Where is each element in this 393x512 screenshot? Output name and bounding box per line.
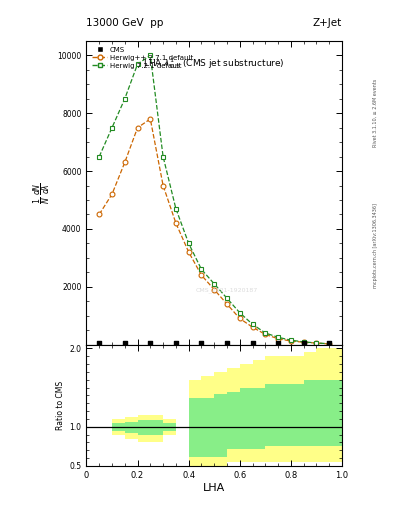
Herwig++ 2.7.1 default: [186, 249, 191, 255]
Text: Z+Jet: Z+Jet: [313, 18, 342, 28]
Herwig 7.2.1 default: [327, 340, 332, 347]
CMS: [96, 339, 102, 347]
CMS: [147, 339, 153, 347]
Herwig 7.2.1 default: [276, 334, 281, 340]
Herwig++ 2.7.1 default: [161, 182, 165, 188]
Herwig++ 2.7.1 default: [97, 211, 101, 218]
Herwig 7.2.1 default: [199, 266, 204, 272]
CMS: [326, 339, 332, 347]
Herwig 7.2.1 default: [250, 321, 255, 327]
Herwig++ 2.7.1 default: [199, 272, 204, 278]
Herwig++ 2.7.1 default: [237, 315, 242, 322]
Herwig++ 2.7.1 default: [263, 331, 268, 337]
CMS: [173, 339, 179, 347]
Text: mcplots.cern.ch [arXiv:1306.3436]: mcplots.cern.ch [arXiv:1306.3436]: [373, 203, 378, 288]
Herwig 7.2.1 default: [97, 154, 101, 160]
Herwig 7.2.1 default: [212, 281, 217, 287]
Herwig++ 2.7.1 default: [276, 336, 281, 342]
Text: 13000 GeV  pp: 13000 GeV pp: [86, 18, 164, 28]
Herwig++ 2.7.1 default: [123, 159, 127, 165]
Text: Rivet 3.1.10, ≥ 2.6M events: Rivet 3.1.10, ≥ 2.6M events: [373, 78, 378, 147]
CMS: [275, 339, 281, 347]
Herwig++ 2.7.1 default: [301, 339, 306, 345]
Herwig++ 2.7.1 default: [148, 116, 152, 122]
Herwig 7.2.1 default: [314, 340, 319, 346]
Herwig 7.2.1 default: [263, 330, 268, 336]
Y-axis label: Ratio to CMS: Ratio to CMS: [56, 380, 65, 430]
Herwig++ 2.7.1 default: [135, 124, 140, 131]
Herwig++ 2.7.1 default: [288, 338, 293, 344]
Herwig 7.2.1 default: [301, 339, 306, 345]
Herwig++ 2.7.1 default: [212, 287, 217, 293]
Herwig++ 2.7.1 default: [174, 220, 178, 226]
Herwig++ 2.7.1 default: [110, 191, 114, 197]
Herwig 7.2.1 default: [161, 154, 165, 160]
Herwig 7.2.1 default: [288, 337, 293, 343]
Text: CMS_2021-1920187: CMS_2021-1920187: [196, 287, 258, 293]
Line: Herwig 7.2.1 default: Herwig 7.2.1 default: [97, 53, 332, 346]
Herwig++ 2.7.1 default: [225, 301, 230, 307]
X-axis label: LHA: LHA: [203, 482, 225, 493]
Herwig 7.2.1 default: [225, 295, 230, 302]
Y-axis label: $\frac{1}{N}\,\frac{dN}{d\lambda}$: $\frac{1}{N}\,\frac{dN}{d\lambda}$: [32, 182, 53, 204]
CMS: [122, 339, 128, 347]
Herwig++ 2.7.1 default: [250, 324, 255, 330]
Herwig++ 2.7.1 default: [314, 340, 319, 346]
Herwig 7.2.1 default: [110, 124, 114, 131]
Herwig 7.2.1 default: [135, 61, 140, 67]
Legend: CMS, Herwig++ 2.7.1 default, Herwig 7.2.1 default: CMS, Herwig++ 2.7.1 default, Herwig 7.2.…: [90, 45, 195, 71]
Herwig++ 2.7.1 default: [327, 341, 332, 347]
CMS: [224, 339, 230, 347]
Herwig 7.2.1 default: [123, 96, 127, 102]
CMS: [250, 339, 256, 347]
CMS: [301, 339, 307, 347]
CMS: [198, 339, 205, 347]
Herwig 7.2.1 default: [186, 240, 191, 246]
Text: LHA $\lambda^1_{0.5}$ (CMS jet substructure): LHA $\lambda^1_{0.5}$ (CMS jet substruct…: [143, 56, 285, 71]
Herwig 7.2.1 default: [174, 205, 178, 211]
Line: Herwig++ 2.7.1 default: Herwig++ 2.7.1 default: [97, 117, 332, 346]
Herwig 7.2.1 default: [148, 52, 152, 58]
Herwig 7.2.1 default: [237, 310, 242, 316]
